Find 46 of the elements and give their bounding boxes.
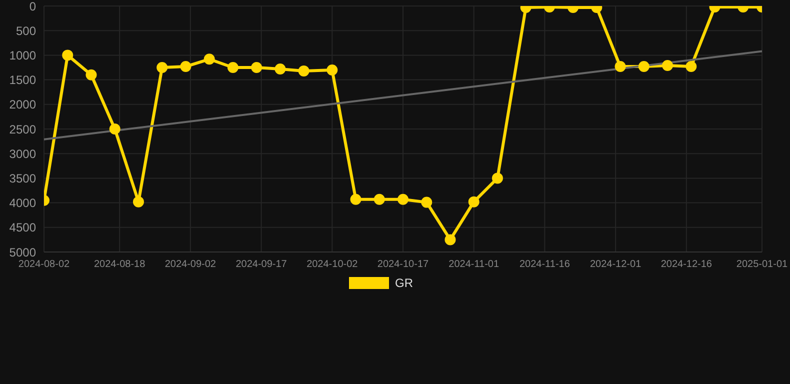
- x-tick-label: 2024-09-02: [164, 259, 216, 270]
- point: [298, 65, 310, 76]
- point: [109, 124, 120, 134]
- point: [638, 61, 650, 72]
- point: [274, 63, 286, 74]
- y-tick-label: 0: [29, 0, 36, 14]
- y-tick-label: 3000: [9, 146, 36, 161]
- point: [204, 54, 215, 65]
- y-tick-label: 1500: [9, 73, 36, 88]
- y-tick-label: 5000: [9, 245, 36, 260]
- x-tick-label: 2024-09-17: [236, 259, 288, 270]
- y-tick-label: 4000: [9, 196, 36, 210]
- x-tick-label: 2024-11-01: [448, 259, 500, 270]
- x-tick-label: 2024-10-17: [377, 259, 430, 270]
- point: [62, 50, 74, 61]
- y-tick-label: 1000: [9, 48, 36, 62]
- point: [614, 61, 626, 72]
- point: [180, 61, 192, 72]
- point: [326, 64, 338, 76]
- y-tick-label: 2500: [9, 122, 36, 136]
- point: [374, 194, 385, 205]
- point: [468, 196, 480, 208]
- point: [156, 62, 168, 73]
- point: [686, 61, 697, 72]
- point: [421, 196, 432, 208]
- y-tick-label: 2000: [9, 98, 36, 112]
- point: [251, 62, 262, 73]
- point: [398, 194, 408, 205]
- point: [227, 62, 238, 73]
- x-tick-label: 2025-01-01: [736, 259, 788, 270]
- point: [492, 172, 503, 184]
- point: [350, 194, 362, 205]
- y-tick-label: 500: [16, 24, 36, 38]
- x-tick-label: 2024-12-01: [590, 259, 642, 270]
- x-tick-label: 2024-12-16: [660, 259, 712, 270]
- point: [662, 60, 674, 72]
- y-tick-label: 4500: [9, 220, 36, 235]
- x-tick-label: 2024-10-02: [306, 259, 358, 270]
- point: [86, 69, 97, 80]
- point: [132, 196, 144, 208]
- x-tick-label: 2024-08-18: [94, 259, 146, 270]
- y-tick-label: 3500: [9, 171, 36, 186]
- point: [444, 234, 456, 246]
- legend-label: GR: [395, 276, 413, 290]
- x-tick-label: 2024-11-16: [520, 259, 570, 270]
- x-tick-label: 2024-08-02: [18, 259, 70, 270]
